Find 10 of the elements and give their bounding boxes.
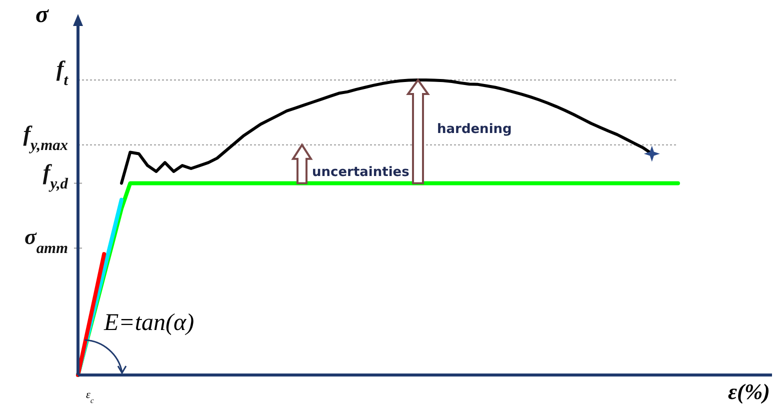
text: ε$_{c}$ bbox=[86, 389, 94, 404]
annotation: E=tan(α) bbox=[103, 310, 194, 336]
annotation: uncertainties bbox=[312, 165, 410, 180]
x-axis-title: ε(%) bbox=[728, 379, 770, 404]
annotation: hardening bbox=[437, 122, 512, 137]
y-axis-title: σ bbox=[36, 2, 50, 28]
ref-line-label: f$_{y,d}$ bbox=[42, 159, 68, 192]
ref-line-label: f$_{y,max}$ bbox=[23, 120, 68, 154]
ref-line-label: σ$_{amm}$ bbox=[24, 224, 68, 257]
ref-line-label: f$_{t}$ bbox=[56, 56, 69, 88]
